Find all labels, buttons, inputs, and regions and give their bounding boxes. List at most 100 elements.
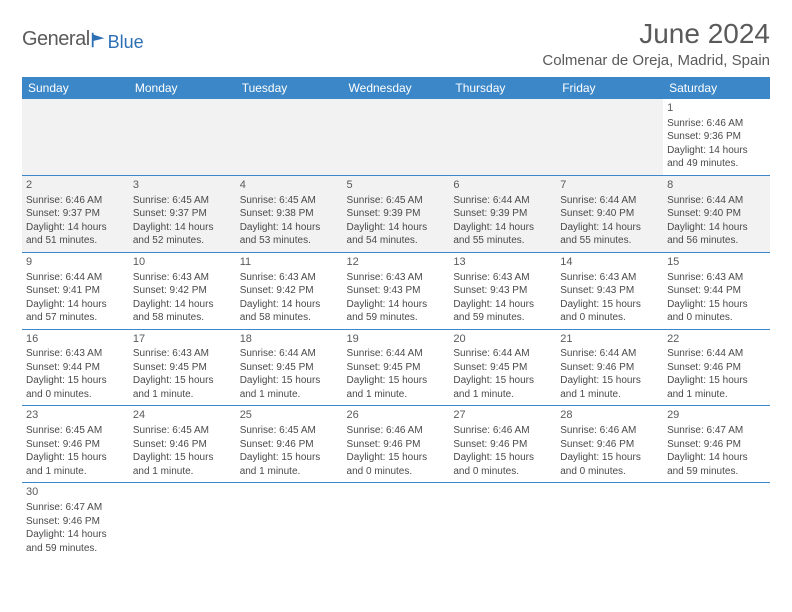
daylight-text: Daylight: 15 hours and 0 minutes.	[560, 451, 659, 478]
empty-cell	[663, 483, 770, 559]
calendar-page: General Blue June 2024 Colmenar de Oreja…	[0, 0, 792, 577]
empty-cell	[343, 483, 450, 559]
sunrise-text: Sunrise: 6:44 AM	[667, 347, 766, 361]
sunrise-text: Sunrise: 6:44 AM	[453, 194, 552, 208]
day-number: 23	[26, 408, 125, 423]
daylight-text: Daylight: 14 hours and 58 minutes.	[133, 298, 232, 325]
sunrise-text: Sunrise: 6:46 AM	[26, 194, 125, 208]
daylight-text: Daylight: 15 hours and 1 minute.	[133, 374, 232, 401]
day-cell: 2Sunrise: 6:46 AMSunset: 9:37 PMDaylight…	[22, 175, 129, 252]
day-number: 20	[453, 332, 552, 347]
day-cell: 22Sunrise: 6:44 AMSunset: 9:46 PMDayligh…	[663, 329, 770, 406]
day-number: 13	[453, 255, 552, 270]
sunrise-text: Sunrise: 6:44 AM	[667, 194, 766, 208]
day-number: 14	[560, 255, 659, 270]
sunrise-text: Sunrise: 6:43 AM	[133, 347, 232, 361]
day-cell: 15Sunrise: 6:43 AMSunset: 9:44 PMDayligh…	[663, 252, 770, 329]
table-row: 16Sunrise: 6:43 AMSunset: 9:44 PMDayligh…	[22, 329, 770, 406]
sunrise-text: Sunrise: 6:46 AM	[453, 424, 552, 438]
daylight-text: Daylight: 14 hours and 59 minutes.	[667, 451, 766, 478]
day-number: 7	[560, 178, 659, 193]
day-number: 30	[26, 485, 125, 500]
daylight-text: Daylight: 15 hours and 1 minute.	[347, 374, 446, 401]
sunset-text: Sunset: 9:38 PM	[240, 207, 339, 221]
daylight-text: Daylight: 15 hours and 1 minute.	[667, 374, 766, 401]
calendar-table: Sunday Monday Tuesday Wednesday Thursday…	[22, 77, 770, 559]
table-row: 2Sunrise: 6:46 AMSunset: 9:37 PMDaylight…	[22, 175, 770, 252]
calendar-body: 1Sunrise: 6:46 AMSunset: 9:36 PMDaylight…	[22, 99, 770, 559]
sunset-text: Sunset: 9:46 PM	[667, 361, 766, 375]
sunset-text: Sunset: 9:45 PM	[347, 361, 446, 375]
day-number: 26	[347, 408, 446, 423]
sunset-text: Sunset: 9:44 PM	[667, 284, 766, 298]
sunrise-text: Sunrise: 6:43 AM	[133, 271, 232, 285]
day-cell: 20Sunrise: 6:44 AMSunset: 9:45 PMDayligh…	[449, 329, 556, 406]
sunset-text: Sunset: 9:46 PM	[133, 438, 232, 452]
day-cell: 13Sunrise: 6:43 AMSunset: 9:43 PMDayligh…	[449, 252, 556, 329]
day-cell: 1Sunrise: 6:46 AMSunset: 9:36 PMDaylight…	[663, 99, 770, 175]
daylight-text: Daylight: 14 hours and 52 minutes.	[133, 221, 232, 248]
sunset-text: Sunset: 9:36 PM	[667, 130, 766, 144]
day-cell: 4Sunrise: 6:45 AMSunset: 9:38 PMDaylight…	[236, 175, 343, 252]
sunset-text: Sunset: 9:40 PM	[667, 207, 766, 221]
sunrise-text: Sunrise: 6:43 AM	[667, 271, 766, 285]
sunset-text: Sunset: 9:43 PM	[453, 284, 552, 298]
col-monday: Monday	[129, 77, 236, 99]
sunset-text: Sunset: 9:44 PM	[26, 361, 125, 375]
day-number: 21	[560, 332, 659, 347]
empty-cell	[556, 99, 663, 175]
daylight-text: Daylight: 14 hours and 55 minutes.	[453, 221, 552, 248]
day-number: 12	[347, 255, 446, 270]
day-number: 8	[667, 178, 766, 193]
empty-cell	[129, 99, 236, 175]
sunset-text: Sunset: 9:43 PM	[347, 284, 446, 298]
day-cell: 9Sunrise: 6:44 AMSunset: 9:41 PMDaylight…	[22, 252, 129, 329]
sunrise-text: Sunrise: 6:45 AM	[240, 424, 339, 438]
logo-text-blue: Blue	[108, 32, 144, 53]
daylight-text: Daylight: 15 hours and 0 minutes.	[347, 451, 446, 478]
day-cell: 24Sunrise: 6:45 AMSunset: 9:46 PMDayligh…	[129, 406, 236, 483]
daylight-text: Daylight: 14 hours and 54 minutes.	[347, 221, 446, 248]
day-cell: 11Sunrise: 6:43 AMSunset: 9:42 PMDayligh…	[236, 252, 343, 329]
sunset-text: Sunset: 9:46 PM	[240, 438, 339, 452]
day-number: 11	[240, 255, 339, 270]
col-thursday: Thursday	[449, 77, 556, 99]
sunset-text: Sunset: 9:46 PM	[26, 438, 125, 452]
day-cell: 27Sunrise: 6:46 AMSunset: 9:46 PMDayligh…	[449, 406, 556, 483]
sunset-text: Sunset: 9:46 PM	[347, 438, 446, 452]
sunset-text: Sunset: 9:46 PM	[26, 515, 125, 529]
day-cell: 25Sunrise: 6:45 AMSunset: 9:46 PMDayligh…	[236, 406, 343, 483]
daylight-text: Daylight: 14 hours and 59 minutes.	[26, 528, 125, 555]
day-number: 3	[133, 178, 232, 193]
sunset-text: Sunset: 9:46 PM	[560, 438, 659, 452]
table-row: 9Sunrise: 6:44 AMSunset: 9:41 PMDaylight…	[22, 252, 770, 329]
sunrise-text: Sunrise: 6:45 AM	[133, 194, 232, 208]
sunset-text: Sunset: 9:45 PM	[240, 361, 339, 375]
daylight-text: Daylight: 15 hours and 0 minutes.	[667, 298, 766, 325]
day-number: 15	[667, 255, 766, 270]
day-number: 10	[133, 255, 232, 270]
sunrise-text: Sunrise: 6:45 AM	[133, 424, 232, 438]
table-row: 23Sunrise: 6:45 AMSunset: 9:46 PMDayligh…	[22, 406, 770, 483]
daylight-text: Daylight: 14 hours and 51 minutes.	[26, 221, 125, 248]
title-block: June 2024 Colmenar de Oreja, Madrid, Spa…	[542, 18, 770, 75]
day-cell: 17Sunrise: 6:43 AMSunset: 9:45 PMDayligh…	[129, 329, 236, 406]
empty-cell	[449, 483, 556, 559]
sunrise-text: Sunrise: 6:44 AM	[560, 347, 659, 361]
daylight-text: Daylight: 14 hours and 53 minutes.	[240, 221, 339, 248]
sunrise-text: Sunrise: 6:44 AM	[26, 271, 125, 285]
daylight-text: Daylight: 14 hours and 58 minutes.	[240, 298, 339, 325]
day-cell: 8Sunrise: 6:44 AMSunset: 9:40 PMDaylight…	[663, 175, 770, 252]
col-sunday: Sunday	[22, 77, 129, 99]
sunset-text: Sunset: 9:40 PM	[560, 207, 659, 221]
day-cell: 23Sunrise: 6:45 AMSunset: 9:46 PMDayligh…	[22, 406, 129, 483]
sunrise-text: Sunrise: 6:46 AM	[667, 117, 766, 131]
daylight-text: Daylight: 15 hours and 1 minute.	[453, 374, 552, 401]
empty-cell	[236, 483, 343, 559]
daylight-text: Daylight: 15 hours and 1 minute.	[560, 374, 659, 401]
empty-cell	[236, 99, 343, 175]
logo-text-general: General	[22, 28, 90, 51]
sunrise-text: Sunrise: 6:43 AM	[560, 271, 659, 285]
day-number: 6	[453, 178, 552, 193]
day-number: 29	[667, 408, 766, 423]
